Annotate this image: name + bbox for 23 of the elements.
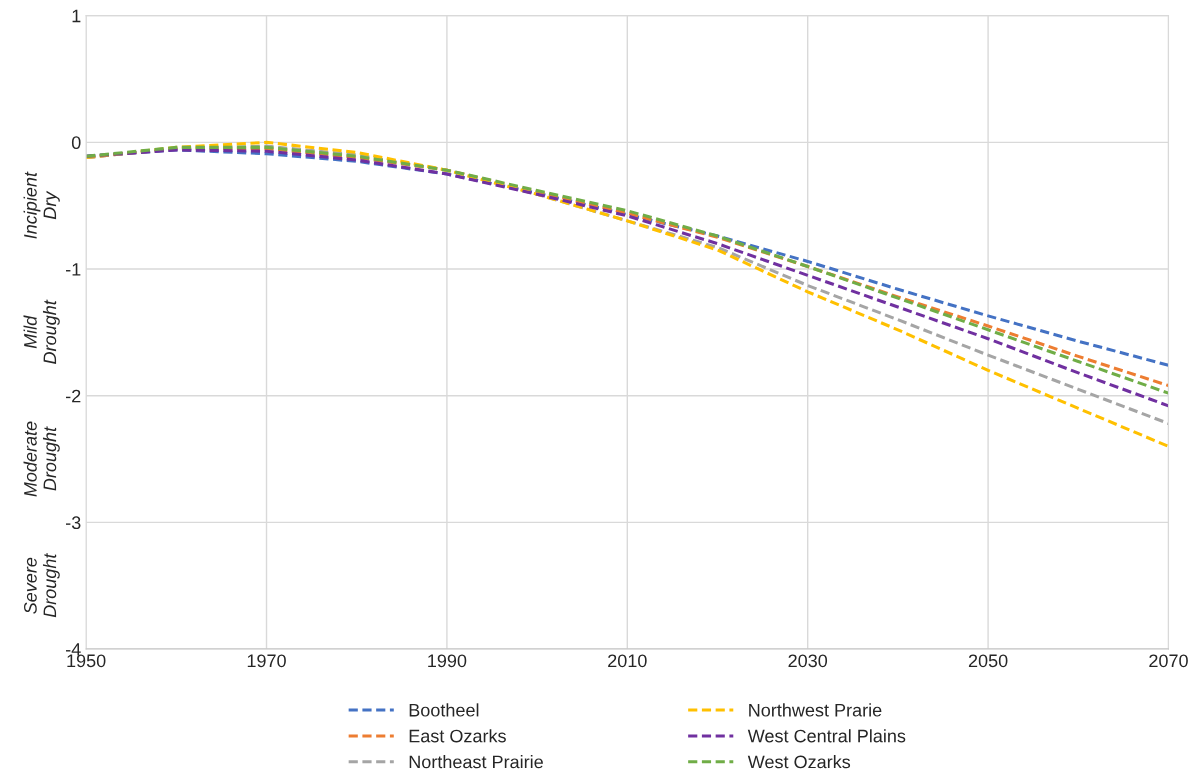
x-tick-label: 1990 bbox=[428, 654, 467, 668]
legend-label: Northeast Prairie bbox=[409, 755, 543, 769]
legend-label: East Ozarks bbox=[409, 729, 506, 743]
y-tick-label: -3 bbox=[66, 516, 81, 530]
legend-label: West Ozarks bbox=[747, 755, 851, 769]
x-tick-label: 2070 bbox=[1149, 654, 1188, 668]
legend-label: Bootheel bbox=[409, 703, 479, 717]
text: Moderate Drought bbox=[23, 421, 60, 497]
x-tick-label: 2010 bbox=[608, 654, 647, 668]
text: Severe Drought bbox=[24, 552, 60, 618]
y-tick-label: -4 bbox=[66, 643, 81, 656]
y-tick-label: -1 bbox=[66, 263, 81, 276]
x-tick-label: 2050 bbox=[968, 654, 1008, 668]
x-tick-label: 1950 bbox=[67, 654, 106, 668]
x-tick-label: 1970 bbox=[247, 654, 286, 668]
legend-label: Northwest Prarie bbox=[749, 703, 882, 717]
y-tick-label: -2 bbox=[66, 389, 81, 403]
x-tick-label: 2030 bbox=[788, 654, 828, 668]
legend-label: West Central Plains bbox=[747, 729, 906, 743]
text: Incipient Dry bbox=[23, 171, 60, 239]
text: Mild Drought bbox=[23, 299, 60, 364]
y-tick-label: 1 bbox=[72, 9, 81, 23]
y-tick-label: 0 bbox=[71, 136, 81, 150]
